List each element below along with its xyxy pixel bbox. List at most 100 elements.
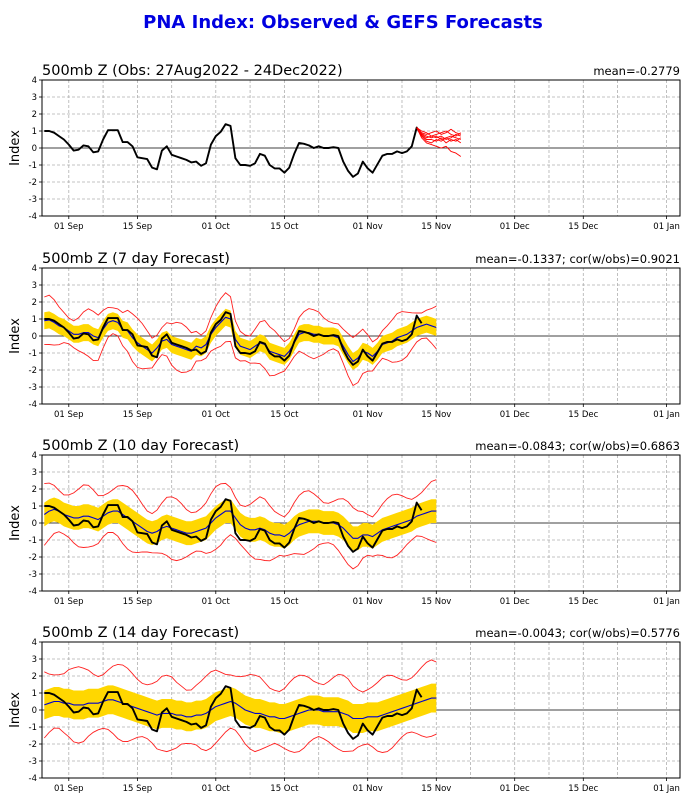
y-tick-label: -4: [29, 400, 37, 410]
y-tick-label: 0: [32, 519, 37, 529]
x-tick-label: 01 Nov: [353, 410, 383, 420]
y-tick-label: -3: [29, 383, 37, 393]
y-tick-label: 0: [32, 706, 37, 716]
x-tick-label: 01 Nov: [353, 222, 383, 232]
ensemble-member-line: [416, 127, 461, 140]
y-tick-label: 2: [32, 672, 37, 682]
x-tick-label: 01 Oct: [202, 222, 231, 232]
y-tick-label: 2: [32, 298, 37, 308]
y-tick-label: 2: [32, 485, 37, 495]
y-tick-label: 1: [32, 689, 37, 699]
panel-3: -4 -3 -2 -1 0 1 2 3 4 01 Sep 15 Sep 01 Oct 15 Oct 01 …: [8, 438, 681, 607]
y-tick-label: -2: [29, 553, 37, 563]
y-tick-label: 4: [32, 76, 37, 86]
observed-line: [44, 685, 423, 740]
x-tick-label: 15 Sep: [123, 784, 153, 794]
ensemble-upper-extreme-line: [44, 659, 437, 693]
panel-4: -4 -3 -2 -1 0 1 2 3 4 01 Sep 15 Sep 01 Oct 15 Oct 01 …: [8, 625, 681, 794]
x-tick-label: 01 Oct: [202, 784, 231, 794]
panel-stats: mean=-0.0043; cor(w/obs)=0.5776: [475, 626, 680, 640]
y-tick-label: 4: [32, 264, 37, 274]
x-tick-label: 15 Oct: [270, 597, 299, 607]
x-tick-label: 01 Jan: [653, 597, 680, 607]
x-tick-label: 01 Jan: [653, 410, 680, 420]
ensemble-upper-extreme-line: [44, 292, 437, 343]
y-axis-label: Index: [8, 692, 23, 728]
ensemble-spread-band: [44, 308, 437, 370]
ensemble-member-line: [416, 127, 462, 137]
x-tick-label: 15 Nov: [421, 597, 451, 607]
y-tick-label: 3: [32, 655, 37, 665]
ensemble-mean-line: [44, 697, 437, 720]
x-tick-label: 01 Nov: [353, 784, 383, 794]
y-axis-label: Index: [8, 130, 23, 166]
y-tick-label: -4: [29, 774, 37, 784]
panel-title: 500mb Z (14 day Forecast): [42, 625, 239, 641]
panel-title: 500mb Z (10 day Forecast): [42, 438, 239, 454]
ensemble-member-line: [416, 127, 462, 144]
ensemble-mean-line: [43, 508, 437, 539]
y-tick-label: 2: [32, 110, 37, 120]
observed-line: [44, 311, 423, 366]
y-tick-label: -1: [29, 349, 37, 359]
y-axis-label: Index: [8, 318, 23, 354]
panel-title: 500mb Z (7 day Forecast): [42, 251, 230, 267]
panel-2: -4 -3 -2 -1 0 1 2 3 4 01 Sep 15 Sep 01 Oct 15 Oct 01 …: [8, 251, 681, 420]
x-tick-label: 01 Nov: [353, 597, 383, 607]
x-tick-label: 01 Dec: [500, 597, 530, 607]
x-tick-label: 15 Dec: [568, 784, 598, 794]
x-tick-label: 15 Oct: [270, 222, 299, 232]
y-tick-label: -2: [29, 740, 37, 750]
x-tick-label: 15 Oct: [270, 410, 299, 420]
panel-1: -4 -3 -2 -1 0 1 2 3 4 01 Sep 15 Sep 01 Oct 15 Oct 01 …: [8, 63, 681, 232]
x-tick-label: 01 Oct: [202, 597, 231, 607]
y-tick-label: -1: [29, 723, 37, 733]
y-tick-label: 1: [32, 502, 37, 512]
x-tick-label: 01 Jan: [653, 784, 680, 794]
y-tick-label: -3: [29, 570, 37, 580]
ensemble-member-line: [416, 127, 461, 144]
x-tick-label: 15 Nov: [421, 222, 451, 232]
x-tick-label: 15 Dec: [568, 222, 598, 232]
y-tick-label: -4: [29, 587, 37, 597]
x-tick-label: 01 Dec: [500, 784, 530, 794]
y-tick-label: 3: [32, 468, 37, 478]
ensemble-lower-extreme-line: [43, 531, 437, 570]
y-axis-label: Index: [8, 505, 23, 541]
x-tick-label: 01 Dec: [500, 410, 530, 420]
figure-title: PNA Index: Observed & GEFS Forecasts: [143, 12, 543, 33]
y-tick-label: 4: [32, 638, 37, 648]
x-tick-label: 15 Nov: [421, 784, 451, 794]
y-tick-label: -2: [29, 178, 37, 188]
y-tick-label: -3: [29, 195, 37, 205]
panel-stats: mean=-0.1337; cor(w/obs)=0.9021: [475, 252, 680, 266]
x-tick-label: 15 Sep: [123, 410, 153, 420]
y-tick-label: -3: [29, 757, 37, 767]
ensemble-lower-extreme-line: [44, 333, 437, 387]
y-tick-label: 1: [32, 315, 37, 325]
x-tick-label: 15 Oct: [270, 784, 299, 794]
y-tick-label: 3: [32, 281, 37, 291]
ensemble-lower-extreme-line: [43, 727, 437, 753]
x-tick-label: 15 Sep: [123, 222, 153, 232]
y-tick-label: 4: [32, 451, 37, 461]
x-tick-label: 01 Oct: [202, 410, 231, 420]
x-tick-label: 15 Nov: [421, 410, 451, 420]
y-tick-label: -1: [29, 536, 37, 546]
y-tick-label: -1: [29, 161, 37, 171]
observed-line: [44, 498, 423, 553]
panel-title: 500mb Z (Obs: 27Aug2022 - 24Dec2022): [42, 63, 343, 79]
y-tick-label: 3: [32, 93, 37, 103]
x-tick-label: 01 Dec: [500, 222, 530, 232]
ensemble-member-line: [416, 127, 461, 135]
x-tick-label: 01 Sep: [54, 597, 84, 607]
x-tick-label: 15 Sep: [123, 597, 153, 607]
x-tick-label: 01 Sep: [54, 410, 84, 420]
observed-line: [44, 123, 423, 178]
y-tick-label: -2: [29, 366, 37, 376]
y-tick-label: 0: [32, 144, 37, 154]
panel-stats: mean=-0.0843; cor(w/obs)=0.6863: [475, 439, 680, 453]
ensemble-upper-extreme-line: [44, 479, 437, 518]
panel-stats: mean=-0.2779: [593, 64, 680, 78]
